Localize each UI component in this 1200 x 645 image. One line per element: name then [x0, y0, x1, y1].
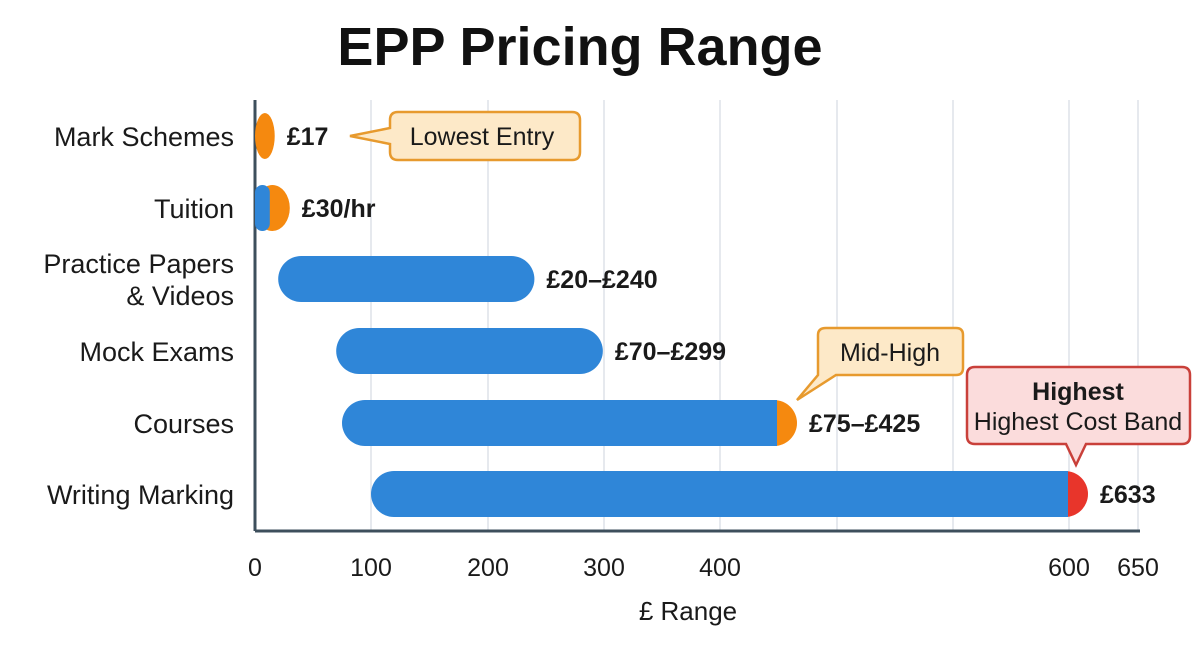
value-label: £75–£425: [809, 410, 920, 438]
svg-text:Lowest Entry: Lowest Entry: [410, 123, 555, 151]
category-label: Practice Papers: [43, 249, 234, 279]
value-label: £30/hr: [302, 195, 376, 223]
value-label: £20–£240: [546, 266, 657, 294]
svg-text:Highest: Highest: [1032, 378, 1124, 406]
bar-1: £30/hr: [255, 185, 376, 231]
x-tick-label: 100: [350, 554, 392, 582]
value-label: £70–£299: [615, 338, 726, 366]
category-label: Writing Marking: [47, 480, 234, 510]
value-label: £17: [287, 123, 329, 151]
category-label: & Videos: [126, 281, 234, 311]
bar-body: [342, 400, 777, 446]
x-tick-label: 400: [699, 554, 741, 582]
bars: £17 £30/hr £20–£240 £70–£299 £75–£425 £633: [255, 113, 1156, 517]
bar-body: [255, 185, 270, 231]
x-tick-label: 0: [248, 554, 262, 582]
x-axis-label: £ Range: [639, 596, 737, 626]
bar-5: £633: [371, 471, 1156, 517]
x-tick-label: 200: [467, 554, 509, 582]
bar-body: [278, 256, 535, 302]
bar-0: £17: [255, 113, 328, 159]
bar-body: [336, 328, 603, 374]
svg-text:Mid-High: Mid-High: [840, 339, 940, 367]
svg-text:Highest Cost Band: Highest Cost Band: [974, 408, 1182, 436]
axes: [253, 100, 1140, 533]
bar-2: £20–£240: [278, 256, 658, 302]
bar-body: [371, 471, 1068, 517]
x-tick-label: 300: [583, 554, 625, 582]
bar-4: £75–£425: [342, 400, 920, 446]
category-label: Tuition: [154, 194, 234, 224]
value-label: £633: [1100, 481, 1156, 509]
chart-title: EPP Pricing Range: [337, 17, 822, 77]
callout-lowest-entry: Lowest Entry: [349, 110, 582, 162]
gridlines: [370, 100, 1139, 530]
category-labels: Mark Schemes Tuition Practice Papers& Vide…: [43, 122, 234, 510]
bar-cap: [255, 113, 275, 159]
category-label: Mock Exams: [79, 337, 234, 367]
x-tick-labels: 0 100 200 300 400 600 650: [248, 554, 1159, 582]
x-tick-label: 650: [1117, 554, 1159, 582]
bar-3: £70–£299: [336, 328, 726, 374]
category-label: Mark Schemes: [54, 122, 234, 152]
category-label: Courses: [133, 409, 234, 439]
x-tick-label: 600: [1048, 554, 1090, 582]
callout-mid-high: Mid-High: [796, 326, 965, 402]
